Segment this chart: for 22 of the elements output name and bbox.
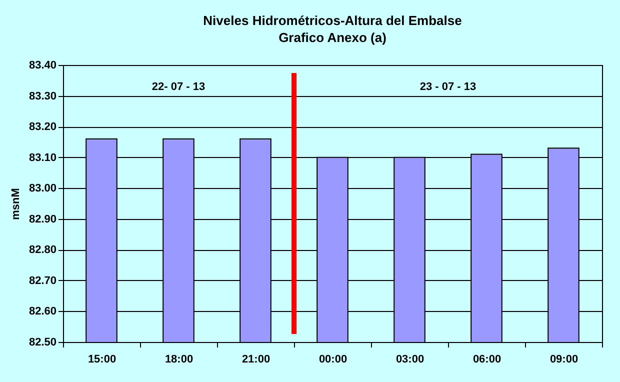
x-tick-label: 21:00 (242, 354, 270, 366)
x-tick-label: 09:00 (550, 354, 578, 366)
y-tick-label: 83.00 (28, 182, 56, 195)
annotation: 22- 07 - 13 (152, 81, 206, 93)
y-tick-label: 83.10 (28, 152, 56, 164)
x-tick-label: 00:00 (318, 354, 348, 366)
annotation: 23 - 07 - 13 (420, 81, 476, 93)
y-tick-label: 82.60 (28, 306, 56, 318)
x-tick-label: 06:00 (472, 354, 502, 366)
y-tick-label: 83.30 (28, 90, 56, 102)
y-axis-title: msnM (10, 188, 22, 220)
y-tick-label: 83.40 (28, 60, 56, 72)
x-tick-label: 03:00 (396, 354, 424, 366)
y-tick-label: 82.90 (28, 213, 56, 226)
x-tick-label: 18:00 (164, 354, 194, 366)
y-tick-label: 83.20 (28, 121, 56, 134)
y-tick-label: 82.80 (28, 244, 56, 256)
y-tick-label: 82.70 (28, 274, 56, 287)
y-tick-label: 82.50 (28, 336, 56, 348)
x-tick-label: 15:00 (88, 354, 116, 366)
chart-subtitle: Grafico Anexo (a) (278, 30, 386, 45)
chart-title: Niveles Hidrométricos-Altura del Embalse (203, 13, 462, 28)
